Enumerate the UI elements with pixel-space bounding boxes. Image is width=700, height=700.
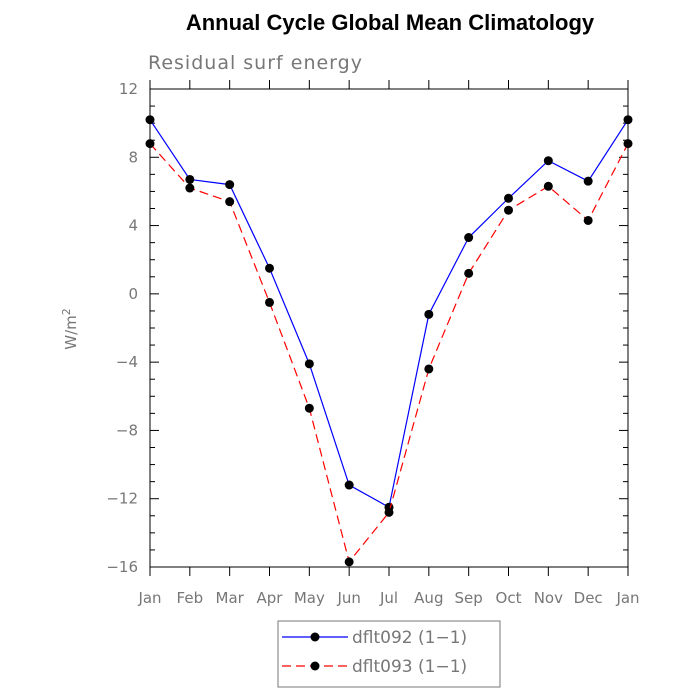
data-point-series-0 <box>304 359 314 369</box>
x-tick-labels: Jan Feb Mar Apr May Jun Jul Aug Sep Oct Nov Dec Jan <box>137 589 639 607</box>
x-tick-label: Mar <box>216 589 245 607</box>
data-point-series-1 <box>225 197 235 207</box>
y-tick-labels: 12 8 4 0 −4 −8 −12 −16 <box>106 80 138 576</box>
data-point-series-0 <box>344 480 354 490</box>
data-point-series-1 <box>145 139 155 149</box>
legend-marker-dflt093 <box>310 661 320 671</box>
x-tick-label: Jun <box>336 589 360 607</box>
data-point-series-0 <box>543 156 553 166</box>
y-tick-label: −12 <box>106 490 138 508</box>
y-axis-label: W/m2 <box>60 308 80 350</box>
y-tick-label: 0 <box>128 285 138 303</box>
x-tick-label: Aug <box>414 589 443 607</box>
x-tick-label: Jan <box>137 589 161 607</box>
x-tick-label: May <box>294 589 325 607</box>
data-point-series-1 <box>504 205 513 215</box>
legend-marker-dflt092 <box>310 632 320 642</box>
x-tick-label: Jul <box>379 589 398 607</box>
series-line-0 <box>149 119 629 509</box>
x-tick-label: Oct <box>496 589 522 607</box>
data-point-series-1 <box>185 183 195 193</box>
data-point-series-0 <box>623 115 633 125</box>
data-point-series-1 <box>543 181 553 191</box>
legend-label-dflt092: dflt092 (1−1) <box>352 628 467 648</box>
data-point-series-0 <box>504 193 513 203</box>
data-point-series-1 <box>265 297 274 307</box>
y-axis-label-superscript: 2 <box>60 308 73 315</box>
data-point-series-1 <box>424 364 434 374</box>
legend-label-dflt093: dflt093 (1−1) <box>352 657 467 677</box>
data-point-series-1 <box>304 403 314 413</box>
chart-title: Annual Cycle Global Mean Climatology <box>186 10 595 35</box>
data-point-series-0 <box>185 174 195 184</box>
data-point-series-1 <box>344 557 354 567</box>
y-tick-label: 8 <box>128 148 138 166</box>
data-point-series-0 <box>583 176 593 186</box>
x-tick-label: Apr <box>257 589 284 607</box>
x-tick-label: Sep <box>455 589 483 607</box>
data-point-series-1 <box>464 268 474 278</box>
x-tick-label: Jan <box>615 589 639 607</box>
series-line-1 <box>149 143 629 564</box>
data-point-series-1 <box>623 139 633 149</box>
axis-ticks <box>149 80 629 576</box>
chart-subtitle: Residual surf energy <box>148 52 363 74</box>
data-point-series-0 <box>265 263 274 273</box>
y-tick-label: −8 <box>116 421 138 439</box>
y-tick-label: 4 <box>128 217 138 235</box>
plot-frame <box>149 88 629 568</box>
y-axis-label-text: W/m <box>62 315 80 350</box>
y-tick-label: 12 <box>119 80 138 98</box>
data-point-series-0 <box>225 180 235 190</box>
series-layer <box>145 115 633 567</box>
data-point-series-1 <box>583 215 593 225</box>
legend-box <box>277 620 501 688</box>
y-tick-label: −16 <box>106 558 138 576</box>
data-point-series-0 <box>464 233 474 243</box>
data-point-series-0 <box>424 309 434 319</box>
data-point-series-0 <box>145 115 155 125</box>
x-tick-label: Dec <box>574 589 603 607</box>
data-point-series-1 <box>384 507 394 517</box>
x-tick-label: Nov <box>534 589 563 607</box>
legend: dflt092 (1−1) dflt093 (1−1) <box>277 620 501 688</box>
y-tick-label: −4 <box>116 353 138 371</box>
x-tick-label: Feb <box>177 589 204 607</box>
